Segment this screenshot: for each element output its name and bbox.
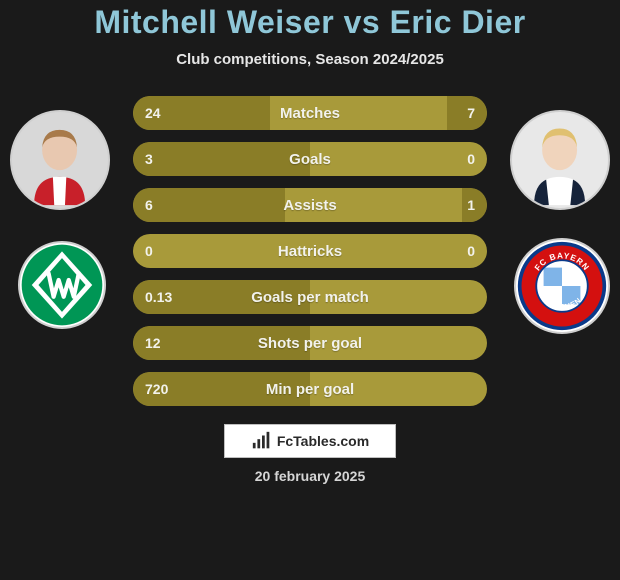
stat-value-right: 1 bbox=[467, 188, 475, 222]
player1-avatar-icon bbox=[26, 124, 93, 206]
brand-badge: FcTables.com bbox=[224, 424, 396, 458]
stat-value-right: 0 bbox=[467, 234, 475, 268]
werder-badge-icon bbox=[20, 243, 104, 327]
page-title: Mitchell Weiser vs Eric Dier bbox=[0, 4, 620, 41]
player2-name: Eric Dier bbox=[390, 4, 526, 40]
player1-club-badge bbox=[18, 241, 106, 329]
stat-value-left: 6 bbox=[145, 188, 153, 222]
player2-avatar bbox=[510, 110, 610, 210]
stat-bar: Shots per goal12 bbox=[133, 326, 487, 360]
stat-value-left: 3 bbox=[145, 142, 153, 176]
stat-bar: Goals3 0 bbox=[133, 142, 487, 176]
player2-avatar-icon bbox=[526, 124, 593, 206]
brand-chart-icon bbox=[251, 430, 273, 452]
stat-label: Goals bbox=[133, 142, 487, 176]
stat-value-left: 720 bbox=[145, 372, 168, 406]
stat-bar: Matches24 7 bbox=[133, 96, 487, 130]
subtitle: Club competitions, Season 2024/2025 bbox=[0, 51, 620, 68]
stat-bar: Min per goal720 bbox=[133, 372, 487, 406]
stats-bars: Matches247Goals30Assists61Hattricks00Goa… bbox=[133, 96, 487, 406]
stat-value-left: 0 bbox=[145, 234, 153, 268]
stat-value-right: 7 bbox=[467, 96, 475, 130]
stat-label: Min per goal bbox=[133, 372, 487, 406]
stat-label: Matches bbox=[133, 96, 487, 130]
stat-label: Assists bbox=[133, 188, 487, 222]
vs-separator: vs bbox=[344, 4, 381, 40]
brand-text: FcTables.com bbox=[277, 433, 369, 449]
stat-bar: Goals per match0.13 bbox=[133, 280, 487, 314]
bayern-badge-icon: FC BAYERN MÜNCHEN bbox=[516, 240, 608, 332]
stat-label: Hattricks bbox=[133, 234, 487, 268]
stat-bar: Assists6 1 bbox=[133, 188, 487, 222]
stat-label: Goals per match bbox=[133, 280, 487, 314]
stat-value-right: 0 bbox=[467, 142, 475, 176]
player1-name: Mitchell Weiser bbox=[94, 4, 334, 40]
footer-date: 20 february 2025 bbox=[0, 468, 620, 484]
stat-bar: Hattricks0 0 bbox=[133, 234, 487, 268]
stat-label: Shots per goal bbox=[133, 326, 487, 360]
stat-value-left: 12 bbox=[145, 326, 161, 360]
stat-value-left: 0.13 bbox=[145, 280, 172, 314]
player2-club-badge: FC BAYERN MÜNCHEN bbox=[514, 238, 610, 334]
player1-avatar bbox=[10, 110, 110, 210]
stat-value-left: 24 bbox=[145, 96, 161, 130]
content-area: FC BAYERN MÜNCHEN Matches24 7 Goals3 0 Assis… bbox=[0, 96, 620, 406]
comparison-card: Mitchell Weiser vs Eric Dier Club compet… bbox=[0, 0, 620, 580]
